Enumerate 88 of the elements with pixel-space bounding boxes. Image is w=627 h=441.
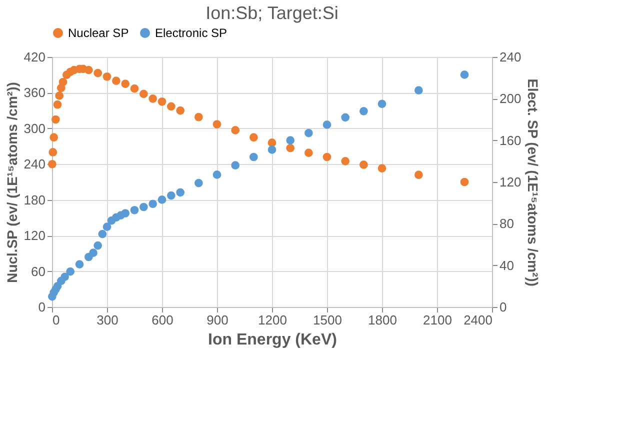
y2-tick-label: 200 (500, 91, 522, 106)
point (48, 160, 56, 168)
x-axis-title: Ion Energy (KeV) (208, 332, 337, 348)
point (48, 148, 58, 156)
point (286, 144, 295, 152)
point (249, 152, 258, 162)
point (55, 92, 64, 100)
y-tick-label: 300 (24, 120, 46, 136)
point (378, 100, 386, 108)
point (121, 209, 130, 218)
y-tick-label: 120 (24, 228, 46, 244)
point (176, 106, 185, 115)
x-tick-label: 0 (52, 312, 60, 328)
point (94, 241, 102, 250)
point (148, 200, 158, 208)
x-tick-label: 2100 (423, 312, 452, 328)
point (166, 191, 176, 200)
point (102, 72, 112, 81)
x-tick-label: 900 (206, 312, 228, 328)
y-tick-label: 360 (24, 85, 46, 100)
point (231, 161, 240, 170)
point (139, 90, 148, 98)
point (460, 178, 469, 186)
y-tick-label: 180 (24, 192, 46, 208)
x-tick-label: 1200 (258, 312, 287, 328)
point (304, 128, 313, 138)
point (102, 222, 112, 231)
point (231, 126, 240, 134)
y2-tick-label: 160 (500, 132, 522, 148)
point (158, 196, 166, 204)
point (414, 170, 423, 180)
point (50, 133, 58, 142)
point (176, 188, 185, 197)
legend-label: Electronic SP (155, 26, 228, 40)
y2-tick-label: 240 (500, 50, 522, 64)
point (341, 156, 350, 166)
point (121, 80, 130, 88)
point (139, 202, 148, 212)
chart-title: Ion:Sb; Target:Si (206, 3, 338, 23)
point (304, 148, 313, 158)
point (98, 230, 107, 238)
y-tick-label: 0 (38, 300, 46, 314)
point (268, 138, 276, 147)
y2-tick-label: 120 (500, 174, 522, 190)
point (212, 170, 222, 179)
y-tick-label: 420 (24, 50, 46, 64)
y2-axis-title: Elect. SP (ev/ (1E¹⁵atoms /cm²)) (525, 78, 542, 286)
x-tick-label: 2400 (464, 312, 492, 328)
y-axis-title: Nucl.SP (ev/ (1E¹⁵atoms /cm²)) (4, 82, 20, 283)
point (66, 267, 75, 276)
y2-tick-label: 80 (500, 216, 514, 232)
point (166, 102, 176, 111)
point (359, 160, 368, 169)
x-tick-label: 300 (96, 312, 118, 328)
point (130, 206, 139, 214)
point (378, 164, 386, 172)
y-tick-label: 60 (31, 264, 46, 279)
point (249, 133, 258, 142)
point (148, 94, 158, 103)
point (414, 86, 423, 95)
point (130, 84, 139, 93)
y2-tick-label: 40 (500, 258, 514, 273)
x-tick-label: 1800 (368, 312, 397, 328)
point (75, 260, 84, 268)
x-tick-label: 600 (152, 312, 174, 328)
point (322, 152, 332, 162)
point (212, 120, 222, 128)
point (322, 120, 332, 129)
point (286, 136, 295, 145)
point (51, 115, 60, 124)
legend-label: Nuclear SP (68, 26, 129, 40)
y-tick-label: 240 (24, 156, 46, 172)
point (84, 66, 93, 74)
point (194, 178, 203, 188)
y2-tick-label: 0 (500, 300, 507, 314)
point (359, 106, 368, 116)
point (341, 113, 350, 122)
point (158, 97, 166, 106)
point (268, 146, 276, 154)
point (112, 76, 120, 85)
point (58, 78, 68, 86)
point (94, 68, 102, 78)
point (53, 100, 62, 109)
point (60, 272, 70, 281)
point (460, 70, 469, 79)
point (194, 112, 203, 122)
x-tick-label: 1500 (313, 312, 342, 328)
point (89, 248, 98, 258)
